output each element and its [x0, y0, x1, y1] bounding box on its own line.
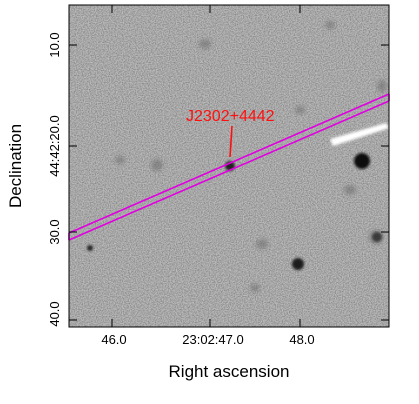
y-tick-label: 30.0 — [47, 219, 62, 244]
faint-source — [199, 39, 211, 49]
star — [87, 245, 93, 251]
y-tick-label: 44:42:20.0 — [47, 115, 62, 176]
star — [354, 153, 370, 169]
x-axis-ticks — [111, 5, 301, 327]
faint-sources — [115, 21, 387, 292]
streak — [330, 123, 389, 146]
target-label: J2302+4442 — [186, 108, 275, 125]
star — [372, 232, 382, 242]
faint-source — [151, 159, 163, 171]
y-tick-label: 10.0 — [47, 32, 62, 57]
faint-source — [377, 80, 387, 92]
faint-source — [250, 284, 260, 292]
faint-source — [256, 239, 268, 249]
slit-edge-top — [69, 93, 389, 234]
faint-source — [325, 21, 335, 29]
faint-source — [115, 156, 125, 164]
x-tick-label: 23:02:47.0 — [182, 332, 243, 347]
x-axis-title: Right ascension — [169, 362, 290, 381]
target-pointer — [229, 125, 233, 158]
y-tick-label: 40.0 — [47, 301, 62, 326]
image-frame — [68, 4, 390, 328]
x-tick-label: 46.0 — [101, 332, 126, 347]
bright-streak — [330, 123, 389, 146]
y-axis-title: Declination — [6, 124, 25, 208]
y-axis-ticks — [69, 44, 389, 321]
star — [292, 258, 304, 270]
x-tick-label: 48.0 — [289, 332, 314, 347]
faint-source — [344, 185, 356, 195]
slit-edge-bottom — [69, 100, 389, 241]
slit-rectangle — [69, 93, 389, 241]
faint-source — [295, 106, 305, 114]
sky-image — [69, 5, 389, 327]
